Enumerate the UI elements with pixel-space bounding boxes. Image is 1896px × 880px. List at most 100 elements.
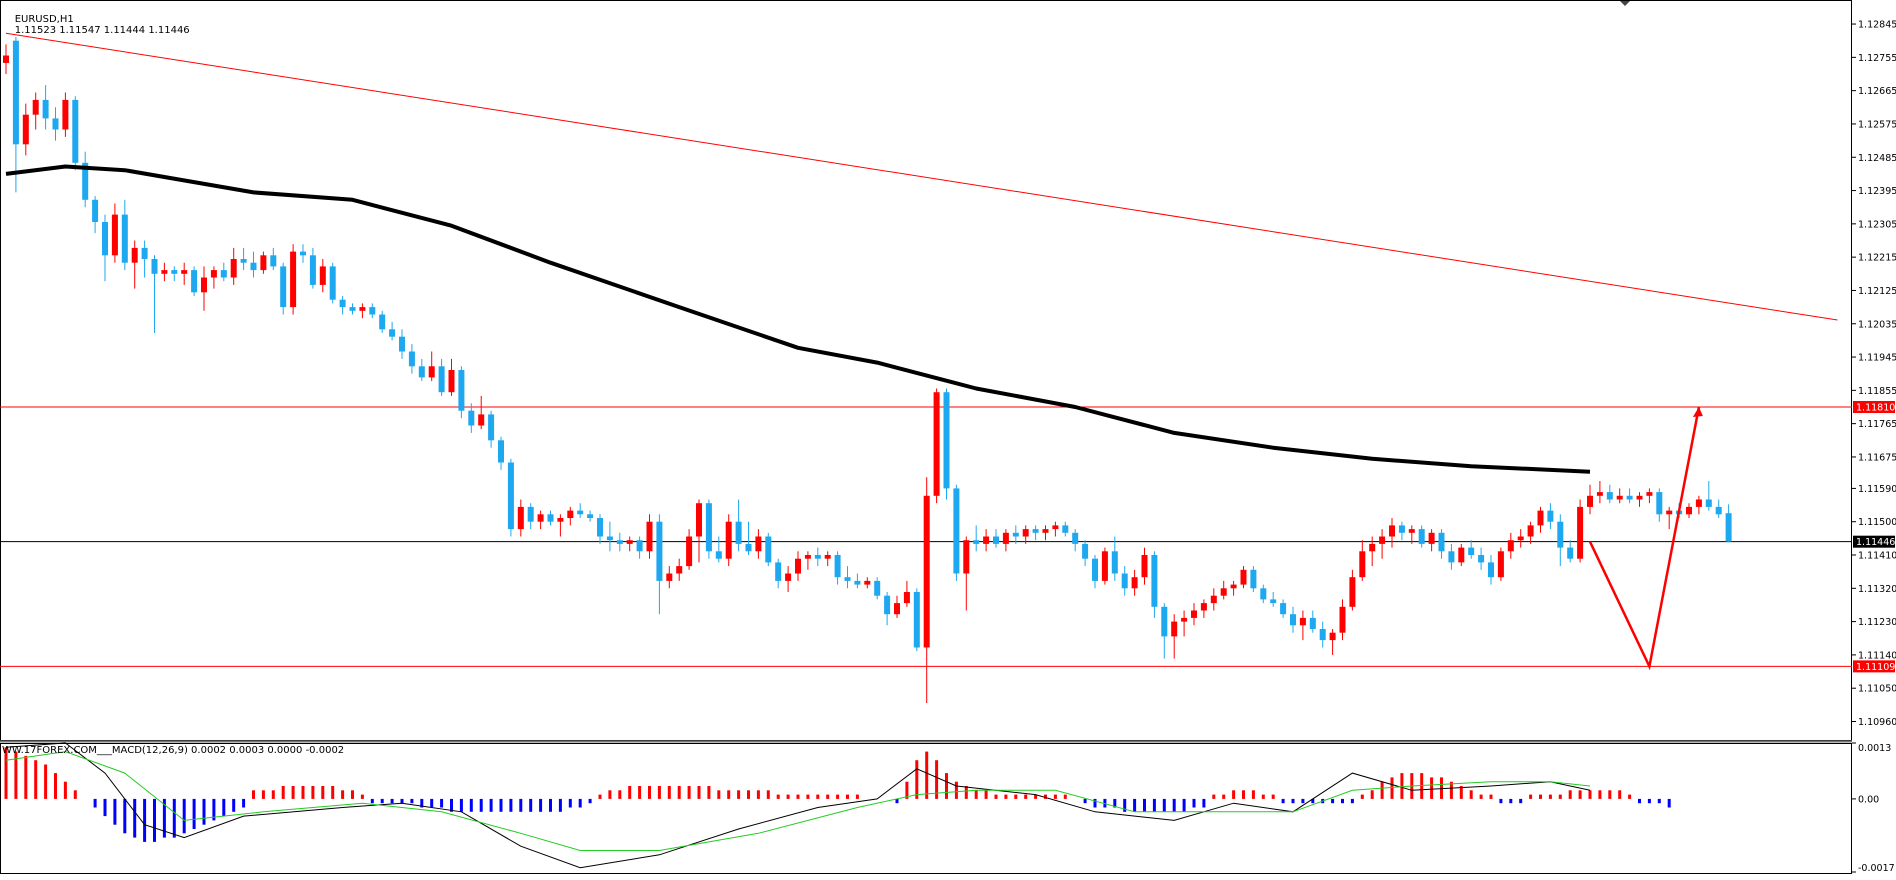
- price-axis-label: 1.11945: [1858, 353, 1896, 364]
- candle-body: [844, 577, 851, 581]
- candle-body: [557, 518, 564, 522]
- candle-body: [131, 247, 138, 263]
- candle: [3, 44, 9, 74]
- candle-body: [606, 536, 613, 541]
- candle-body: [854, 580, 861, 585]
- candle: [1121, 566, 1128, 596]
- descending-trendline: [5, 32, 1838, 321]
- candle-body: [379, 314, 386, 330]
- candle-body: [1161, 606, 1168, 637]
- candle: [577, 503, 584, 518]
- candle-body: [983, 536, 990, 544]
- macd-axis-label: 0.0013: [1858, 743, 1891, 754]
- price-axis-label: 1.12215: [1858, 253, 1896, 264]
- price-axis-label: 1.11675: [1858, 452, 1896, 463]
- candle-body: [1418, 529, 1425, 544]
- candle: [1082, 540, 1089, 567]
- candle-body: [636, 540, 643, 552]
- macd-plot-frame: [0, 743, 1852, 874]
- candle-body: [1398, 525, 1405, 533]
- candle: [468, 403, 475, 433]
- price-axis-label: 1.12035: [1858, 319, 1896, 330]
- candle: [943, 388, 950, 500]
- candle: [824, 551, 831, 567]
- candle: [161, 262, 168, 282]
- candle: [1220, 580, 1227, 600]
- candle: [507, 458, 514, 537]
- candle-body: [973, 540, 980, 544]
- candle: [1151, 551, 1158, 618]
- candle: [92, 196, 99, 234]
- candle-body: [656, 521, 663, 581]
- candle: [22, 103, 29, 156]
- candle-body: [1715, 506, 1722, 515]
- candle: [1062, 521, 1069, 537]
- symbol-timeframe: EURUSD,H1: [14, 14, 74, 25]
- candle: [527, 503, 534, 530]
- candle-body: [933, 392, 940, 496]
- symbol-header: EURUSD,H1 1.11523 1.11547 1.11444 1.1144…: [2, 3, 190, 47]
- candle-body: [1181, 617, 1188, 622]
- candle-body: [1557, 521, 1564, 548]
- candle: [1111, 536, 1118, 581]
- candle-body: [795, 558, 801, 574]
- candle: [151, 255, 158, 333]
- candle-body: [1626, 495, 1633, 500]
- candle-body: [191, 270, 198, 293]
- candle: [1052, 521, 1059, 537]
- candle: [1012, 525, 1019, 544]
- period-separator-marker: [1620, 1, 1630, 6]
- candle: [874, 577, 881, 600]
- candle-body: [943, 392, 950, 489]
- candle: [735, 499, 742, 552]
- candle-body: [82, 162, 89, 200]
- candle: [141, 240, 148, 278]
- candle-body: [1012, 532, 1019, 537]
- price-axis-label: 1.12305: [1858, 219, 1896, 230]
- candle-body: [1666, 510, 1673, 515]
- candle: [903, 580, 910, 607]
- candle-body: [1290, 614, 1296, 626]
- forecast-arrow-head: [1692, 407, 1703, 417]
- candle-body: [428, 366, 435, 378]
- candle-body: [1527, 525, 1534, 537]
- candle-body: [903, 592, 910, 604]
- candle-body: [498, 440, 504, 463]
- ohlc-values: 1.11523 1.11547 1.11444 1.11446: [14, 25, 190, 36]
- candle-body: [458, 370, 465, 411]
- candle-body: [1062, 525, 1069, 533]
- candle: [1626, 488, 1633, 504]
- candle-body: [1458, 547, 1465, 563]
- candle-body: [696, 503, 702, 537]
- candle: [240, 247, 247, 271]
- candle: [1636, 492, 1643, 507]
- candle-body: [1082, 543, 1089, 559]
- candle: [121, 199, 128, 271]
- candle: [359, 303, 366, 319]
- candle-body: [1497, 551, 1504, 578]
- candle-body: [468, 410, 475, 426]
- candle: [1191, 603, 1197, 626]
- candle-body: [745, 543, 752, 552]
- candle: [389, 321, 396, 341]
- candle-body: [92, 199, 99, 222]
- candle: [993, 529, 999, 548]
- candle: [1171, 614, 1178, 659]
- candle-body: [577, 510, 584, 515]
- candle-body: [537, 514, 544, 522]
- candle-body: [963, 540, 970, 574]
- candle: [1339, 599, 1346, 641]
- candle-body: [1537, 510, 1544, 526]
- candle: [894, 595, 900, 618]
- candle: [537, 510, 544, 530]
- candle-body: [408, 351, 415, 367]
- candle-body: [705, 503, 712, 552]
- candle-body: [1250, 569, 1257, 589]
- candle: [131, 240, 138, 289]
- candle: [1002, 529, 1009, 552]
- price-axis-label: 1.11230: [1858, 617, 1896, 628]
- price-axis-label: 1.12125: [1858, 286, 1896, 297]
- candle-body: [884, 595, 891, 615]
- candle-body: [1478, 555, 1485, 563]
